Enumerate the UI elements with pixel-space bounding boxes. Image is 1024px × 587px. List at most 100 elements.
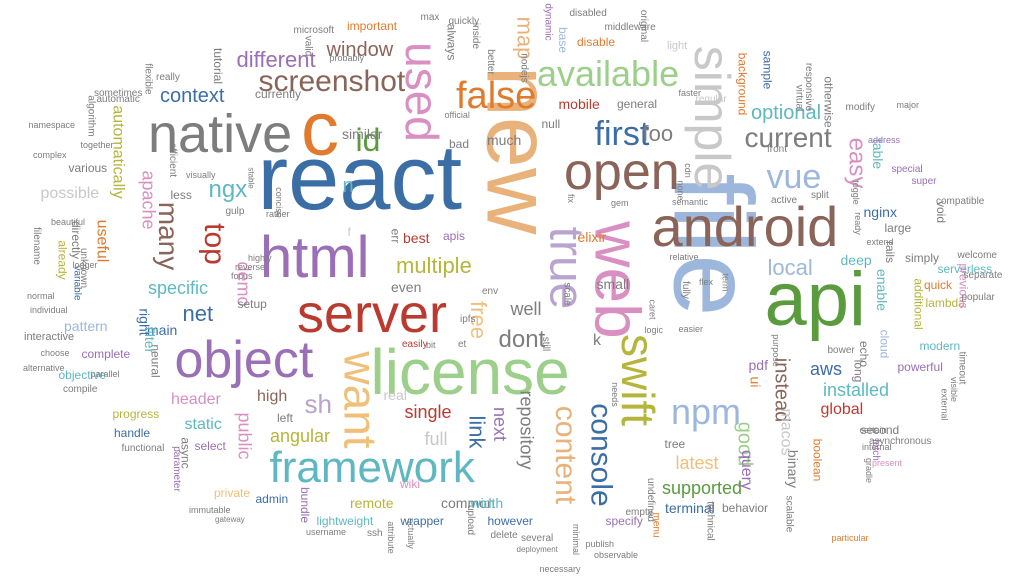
word-active: active [771, 195, 798, 206]
word-context: context [160, 85, 225, 107]
word-scalable: scalable [782, 495, 794, 533]
word-tutorial: tutorial [211, 47, 226, 85]
word-certain: certain [859, 424, 887, 435]
word-high: high [257, 388, 288, 405]
word-compatible: compatible [936, 196, 985, 207]
word-rather: rather [266, 208, 290, 219]
word-neural: neural [148, 344, 163, 378]
word-external: external [939, 387, 950, 421]
word-already: already [55, 240, 70, 280]
word-empty: empty [625, 507, 653, 518]
word-scale: scale [561, 282, 573, 306]
word-front: front [767, 144, 788, 155]
word-ipfs: ipfs [460, 314, 476, 325]
word-particular: particular [831, 532, 869, 543]
word-modify: modify [845, 102, 875, 113]
word-extend: extend [866, 236, 894, 247]
word-always: always [443, 23, 458, 61]
word-flex: flex [699, 276, 714, 287]
word-objective: objective [58, 368, 106, 382]
word-useful: useful [92, 219, 110, 263]
word-dont: dont [498, 326, 546, 353]
word-current: current [744, 122, 832, 153]
word-faster: faster [678, 87, 702, 98]
word-semantic: semantic [672, 196, 709, 207]
word-progress: progress [112, 407, 160, 421]
word-logger: logger [72, 259, 98, 270]
word-valid: valid [301, 35, 313, 57]
word-needs: needs [609, 381, 620, 407]
word-bower: bower [827, 345, 855, 356]
word-angular: angular [270, 426, 331, 446]
word-optional: optional [751, 102, 822, 124]
word-fix: fix [565, 193, 576, 203]
word-possible: possible [40, 185, 100, 202]
word-link: link [464, 415, 490, 449]
word-important: important [347, 19, 398, 33]
word-react: react [257, 127, 463, 229]
word-functional: functional [121, 443, 165, 454]
word-pdf: pdf [748, 357, 768, 373]
word-otherwise: otherwise [821, 76, 836, 128]
word-present: present [872, 457, 903, 468]
word-virtual: virtual [792, 84, 804, 112]
word-screenshot: screenshot [258, 65, 406, 98]
word-long: long [850, 359, 865, 383]
word-relative: relative [669, 251, 699, 262]
word-local: local [767, 255, 813, 280]
word-choose: choose [40, 347, 70, 358]
word-normal: normal [27, 290, 55, 301]
word-c: c [301, 87, 339, 172]
word-compile: compile [63, 384, 98, 395]
word-purpose: purpose [770, 333, 781, 367]
word-modern: modern [919, 339, 961, 353]
word-env: env [482, 286, 499, 297]
word-real: real [383, 387, 407, 403]
word-available: available [537, 53, 680, 94]
word-k: k [593, 332, 601, 349]
word-attribute: attribute [385, 520, 396, 554]
word-immutable: immutable [189, 504, 231, 515]
word-width: width [470, 495, 504, 511]
word-left: left [277, 411, 294, 425]
word-err: err [387, 228, 402, 244]
word-vue: vue [766, 158, 822, 196]
word-efficient: efficient [167, 142, 179, 178]
word-similar: similar [342, 126, 383, 142]
word-latest: latest [675, 453, 719, 473]
word-namespace: namespace [28, 119, 76, 130]
word-macos: macos [777, 408, 795, 456]
word-undefined: undefined [644, 478, 656, 522]
word-together: together [80, 139, 114, 150]
word-several: several [521, 533, 554, 544]
word-separate: separate [963, 270, 1003, 281]
word-net: net [182, 301, 214, 326]
word-dynamic: dynamic [542, 3, 554, 41]
word-license: license [370, 336, 570, 408]
word-header: header [171, 391, 221, 408]
word-object: object [174, 331, 314, 389]
word-id: id [355, 122, 381, 158]
word-really: really [156, 72, 180, 83]
word-boolean: boolean [809, 438, 824, 482]
word-responsive: responsive [803, 62, 815, 112]
word-individual: individual [30, 304, 68, 315]
word-official: official [444, 109, 470, 120]
word-sh: sh [304, 389, 332, 419]
word-top: top [197, 223, 231, 265]
word-bundle: bundle [298, 486, 313, 524]
word-reverse: reverse [235, 261, 266, 272]
word-parallel: parallel [90, 368, 120, 379]
word-simply: simply [905, 251, 940, 265]
word-admin: admin [255, 492, 289, 506]
word-supported: supported [662, 478, 743, 498]
word-disable: disable [577, 35, 616, 49]
word-however: however [487, 514, 533, 528]
word-elixir: elixir [577, 229, 607, 245]
word-automatically: automatically [109, 105, 127, 199]
word-stable: stable [246, 167, 256, 189]
word-various: various [68, 161, 108, 175]
word-gulp: gulp [225, 206, 245, 217]
word-open: open [564, 143, 680, 201]
word-additional: additional [911, 278, 926, 330]
